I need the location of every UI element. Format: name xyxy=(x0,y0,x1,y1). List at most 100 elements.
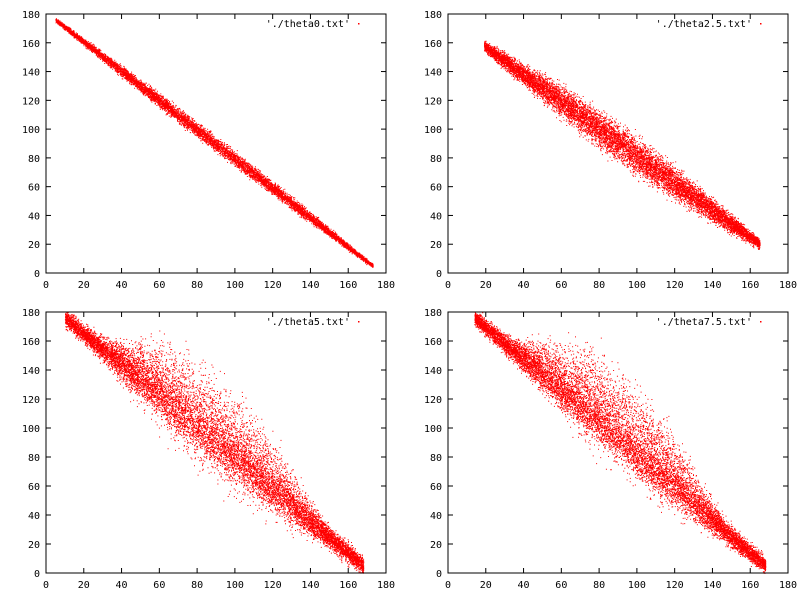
x-tick-label: 160 xyxy=(339,580,357,591)
panel-theta5-ticks: 0 20 40 60 80 100 120 140 160 180 0 20 40 60 80 100 120 1… xyxy=(22,308,395,591)
x-tick-label: 20 xyxy=(480,280,492,291)
y-tick-label: 40 xyxy=(430,211,442,222)
scatter-points xyxy=(474,312,767,574)
scatter-points xyxy=(64,312,365,574)
y-tick-label: 140 xyxy=(22,366,40,377)
panel-theta2-5-frame xyxy=(447,13,789,274)
x-tick-label: 160 xyxy=(339,280,357,291)
y-tick-label: 120 xyxy=(424,395,442,406)
y-tick-label: 160 xyxy=(424,39,442,50)
x-tick-label: 60 xyxy=(153,580,165,591)
x-tick-label: 40 xyxy=(116,580,128,591)
y-tick-label: 80 xyxy=(28,453,40,464)
panel-theta0-frame xyxy=(45,13,387,274)
y-tick-label: 160 xyxy=(22,39,40,50)
scatter-points xyxy=(484,40,761,250)
y-tick-label: 20 xyxy=(28,240,40,251)
y-tick-label: 0 xyxy=(436,269,442,280)
y-tick-label: 100 xyxy=(424,125,442,136)
y-tick-label: 60 xyxy=(28,482,40,493)
x-tick-label: 100 xyxy=(628,580,646,591)
y-tick-label: 20 xyxy=(430,240,442,251)
y-tick-label: 180 xyxy=(424,10,442,21)
x-tick-label: 140 xyxy=(301,280,319,291)
panel-theta7-5-ticks: 0 20 40 60 80 100 120 140 160 180 0 20 40 60 80 100 120 1… xyxy=(424,308,797,591)
x-tick-label: 0 xyxy=(43,280,49,291)
y-tick-label: 120 xyxy=(22,96,40,107)
legend-marker xyxy=(760,321,762,323)
x-tick-label: 120 xyxy=(264,280,282,291)
x-tick-label: 160 xyxy=(741,580,759,591)
y-tick-label: 20 xyxy=(430,540,442,551)
legend-marker xyxy=(358,23,360,25)
panel-theta0-legend: './theta0.txt' xyxy=(266,19,350,30)
x-tick-label: 20 xyxy=(480,580,492,591)
x-tick-label: 140 xyxy=(301,580,319,591)
x-tick-label: 0 xyxy=(445,280,451,291)
panel-theta2-5-ticks: 0 20 40 60 80 100 120 140 160 180 0 20 40 60 80 100 120 1… xyxy=(424,10,797,291)
panel-theta5: 0 20 40 60 80 100 120 140 160 180 0 20 40 60 80 100 120 1… xyxy=(22,308,395,591)
x-tick-label: 20 xyxy=(78,280,90,291)
y-tick-label: 160 xyxy=(22,337,40,348)
x-tick-label: 40 xyxy=(518,580,530,591)
y-tick-label: 40 xyxy=(28,211,40,222)
panel-theta0-points xyxy=(55,18,374,268)
panel-theta7-5-frame xyxy=(447,311,789,574)
x-tick-label: 100 xyxy=(628,280,646,291)
x-tick-label: 80 xyxy=(593,280,605,291)
x-tick-label: 180 xyxy=(377,280,395,291)
y-tick-label: 100 xyxy=(22,424,40,435)
x-tick-label: 100 xyxy=(226,580,244,591)
panel-theta5-points xyxy=(64,312,365,574)
x-tick-label: 80 xyxy=(593,580,605,591)
x-tick-label: 80 xyxy=(191,280,203,291)
x-tick-label: 180 xyxy=(779,580,797,591)
x-tick-label: 120 xyxy=(264,580,282,591)
scatter-points xyxy=(55,18,374,268)
x-tick-label: 40 xyxy=(518,280,530,291)
y-tick-label: 140 xyxy=(22,68,40,79)
panel-theta2-5-points xyxy=(484,40,761,250)
y-tick-label: 0 xyxy=(34,269,40,280)
x-tick-label: 60 xyxy=(153,280,165,291)
x-tick-label: 60 xyxy=(555,280,567,291)
panel-theta2-5-legend: './theta2.5.txt' xyxy=(656,19,752,30)
y-tick-label: 120 xyxy=(22,395,40,406)
panel-theta5-frame xyxy=(45,311,387,574)
y-tick-label: 0 xyxy=(436,569,442,580)
y-tick-label: 80 xyxy=(28,154,40,165)
x-tick-label: 180 xyxy=(779,280,797,291)
x-tick-label: 0 xyxy=(445,580,451,591)
legend-marker xyxy=(358,321,360,323)
x-tick-label: 80 xyxy=(191,580,203,591)
panel-theta7-5-legend: './theta7.5.txt' xyxy=(656,317,752,328)
x-tick-label: 60 xyxy=(555,580,567,591)
y-tick-label: 60 xyxy=(28,183,40,194)
y-tick-label: 180 xyxy=(424,308,442,319)
x-tick-label: 120 xyxy=(666,280,684,291)
y-tick-label: 100 xyxy=(22,125,40,136)
y-tick-label: 140 xyxy=(424,68,442,79)
x-tick-label: 20 xyxy=(78,580,90,591)
y-tick-label: 80 xyxy=(430,453,442,464)
x-tick-label: 40 xyxy=(116,280,128,291)
x-tick-label: 140 xyxy=(703,280,721,291)
y-tick-label: 20 xyxy=(28,540,40,551)
panel-theta0-ticks: 0 20 40 60 80 100 120 140 160 180 0 20 40 60 80 100 120 1… xyxy=(22,10,395,291)
y-tick-label: 180 xyxy=(22,308,40,319)
x-tick-label: 0 xyxy=(43,580,49,591)
x-tick-label: 120 xyxy=(666,580,684,591)
y-tick-label: 40 xyxy=(28,511,40,522)
panel-theta5-legend: './theta5.txt' xyxy=(266,317,350,328)
x-tick-label: 100 xyxy=(226,280,244,291)
y-tick-label: 0 xyxy=(34,569,40,580)
y-tick-label: 40 xyxy=(430,511,442,522)
y-tick-label: 120 xyxy=(424,96,442,107)
panel-theta7-5: 0 20 40 60 80 100 120 140 160 180 0 20 40 60 80 100 120 1… xyxy=(424,308,797,591)
panel-theta7-5-points xyxy=(474,312,767,574)
x-tick-label: 140 xyxy=(703,580,721,591)
panel-theta2-5: 0 20 40 60 80 100 120 140 160 180 0 20 40 60 80 100 120 1… xyxy=(424,10,797,291)
y-tick-label: 60 xyxy=(430,482,442,493)
y-tick-label: 180 xyxy=(22,10,40,21)
